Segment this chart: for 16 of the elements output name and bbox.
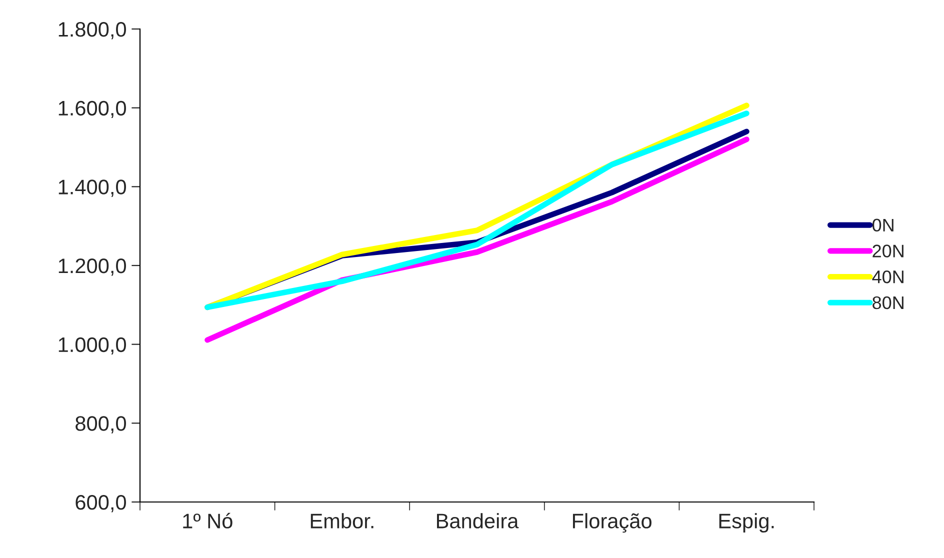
legend-label: 20N bbox=[872, 244, 904, 258]
y-tick-label: 800,0 bbox=[76, 416, 126, 434]
legend-label: 40N bbox=[872, 270, 904, 284]
y-tick-label: 1.400,0 bbox=[58, 180, 126, 197]
x-tick-label: Floração bbox=[572, 513, 652, 533]
x-tick-label: Embor. bbox=[310, 513, 374, 528]
y-tick-label: 600,0 bbox=[76, 495, 126, 512]
y-tick-label: 1.800,0 bbox=[58, 22, 126, 40]
x-tick-label: Espig. bbox=[719, 513, 774, 533]
y-tick-label: 1.200,0 bbox=[58, 258, 126, 276]
legend-label: 0N bbox=[872, 218, 894, 232]
y-tick-label: 1.600,0 bbox=[58, 100, 126, 118]
x-tick-label: Bandeira bbox=[437, 513, 519, 528]
legend-label: 80N bbox=[872, 296, 904, 310]
x-tick-label: 1º Nó bbox=[183, 512, 232, 528]
y-tick-label: 1.000,0 bbox=[58, 337, 126, 355]
